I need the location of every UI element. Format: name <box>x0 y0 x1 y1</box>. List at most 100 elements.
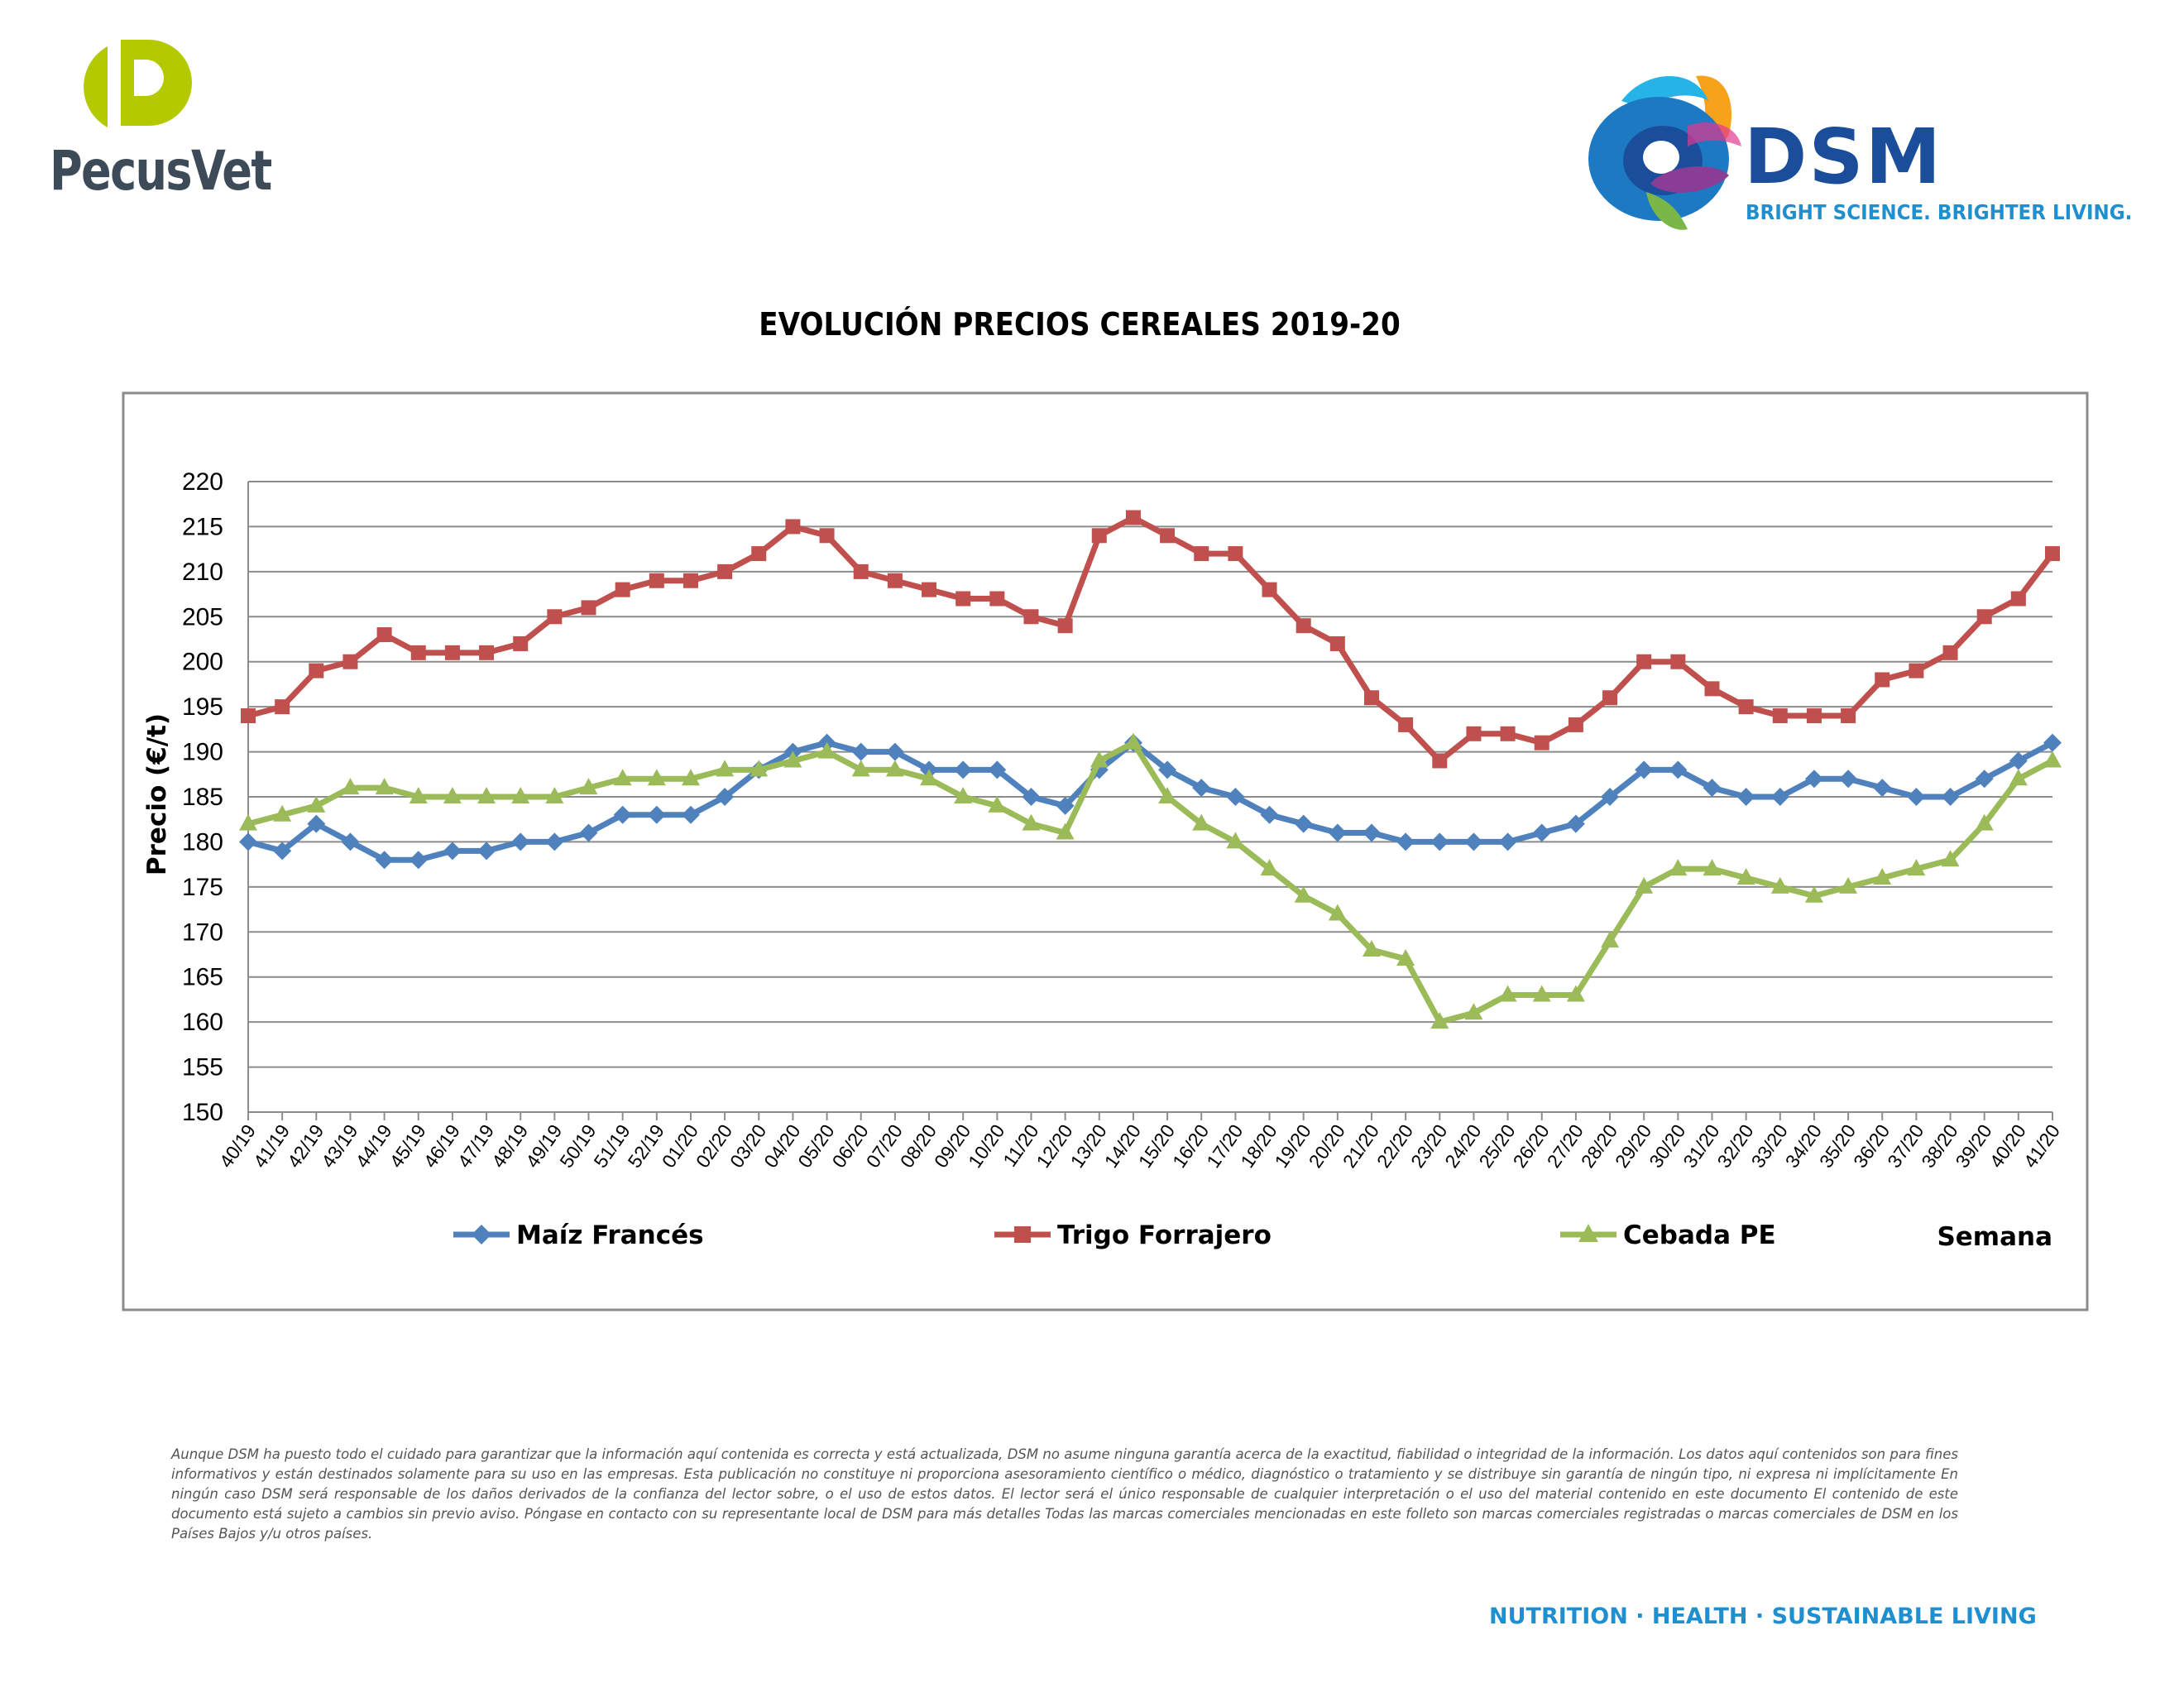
data-point <box>1909 663 1924 679</box>
legal-disclaimer: Aunque DSM ha puesto todo el cuidado par… <box>171 1446 1958 1542</box>
data-point <box>817 741 836 759</box>
data-point <box>1398 717 1414 732</box>
y-tick-label: 155 <box>182 1054 223 1081</box>
data-point <box>1158 760 1177 779</box>
data-point <box>681 769 700 786</box>
data-point <box>1194 546 1209 562</box>
data-point <box>511 787 530 803</box>
legend-label: Maíz Francés <box>516 1220 704 1250</box>
y-tick-label: 185 <box>182 784 223 811</box>
data-point <box>1362 940 1381 957</box>
data-point <box>1056 796 1075 815</box>
data-point <box>375 851 394 870</box>
data-point <box>1635 876 1654 894</box>
data-point <box>409 787 428 803</box>
data-point <box>1226 832 1245 849</box>
data-point <box>477 787 496 803</box>
data-point <box>1023 609 1039 625</box>
data-point <box>547 609 563 625</box>
data-point <box>682 573 698 588</box>
data-point <box>1091 528 1107 544</box>
data-point <box>751 546 767 562</box>
data-point <box>342 654 358 669</box>
data-point <box>1704 681 1720 697</box>
data-point <box>988 795 1007 813</box>
data-point <box>716 760 735 777</box>
y-tick-label: 215 <box>182 513 223 540</box>
data-point <box>1260 859 1279 876</box>
footer-slogan: NUTRITION · HEALTH · SUSTAINABLE LIVING <box>1489 1604 2037 1629</box>
data-point <box>1430 1012 1449 1029</box>
data-point <box>1873 867 1892 885</box>
data-point <box>785 519 801 535</box>
data-point <box>239 832 257 851</box>
pecusvet-logo <box>84 40 192 127</box>
data-point <box>1396 832 1415 851</box>
data-point <box>1566 814 1585 833</box>
data-point <box>989 591 1005 607</box>
data-point <box>1294 885 1313 903</box>
pecusvet-wordmark: PecusVet <box>50 139 272 203</box>
data-point <box>920 769 939 786</box>
data-point <box>1022 813 1041 831</box>
y-tick-label: 165 <box>182 964 223 991</box>
data-point <box>885 742 904 761</box>
data-point <box>409 851 428 870</box>
data-point <box>477 842 496 861</box>
data-point <box>615 582 630 597</box>
data-point <box>1432 753 1448 769</box>
data-point <box>579 823 598 842</box>
data-point <box>307 814 326 833</box>
data-point <box>444 645 460 660</box>
data-point <box>479 645 495 660</box>
data-point <box>988 760 1007 779</box>
data-point <box>1873 779 1892 798</box>
data-point <box>649 573 664 588</box>
data-point <box>1500 726 1516 741</box>
series-lines <box>239 510 2062 1029</box>
data-point <box>1975 770 1994 789</box>
data-point <box>1294 814 1313 833</box>
data-point <box>1839 876 1858 894</box>
data-point <box>472 1225 491 1244</box>
y-tick-label: 175 <box>182 874 223 901</box>
data-point <box>647 805 666 824</box>
data-point <box>443 842 462 861</box>
data-point <box>851 760 870 777</box>
data-point <box>1875 672 1890 688</box>
data-point <box>1669 859 1688 876</box>
data-point <box>1123 732 1142 750</box>
data-point <box>581 600 596 616</box>
y-tick-label: 220 <box>182 468 223 496</box>
data-point <box>956 591 971 607</box>
data-point <box>375 778 394 795</box>
data-point <box>273 804 292 822</box>
data-point <box>1534 735 1549 750</box>
data-point <box>1736 788 1755 806</box>
y-tick-label: 210 <box>182 559 223 586</box>
x-axis-label: Semana <box>1937 1222 2052 1252</box>
data-point <box>1125 510 1141 525</box>
y-tick-labels: 150 155 160 165 170 175 180 185 190 195 200 205 210 2… <box>182 468 223 1126</box>
data-point <box>545 787 564 803</box>
data-point <box>954 787 973 803</box>
data-point <box>275 699 290 715</box>
data-point <box>1941 788 1960 806</box>
data-point <box>1430 832 1449 851</box>
data-point <box>513 635 529 651</box>
legend-label: Cebada PE <box>1623 1220 1776 1250</box>
data-point <box>1738 699 1754 715</box>
data-point <box>443 787 462 803</box>
data-point <box>1839 770 1858 789</box>
y-tick-label: 195 <box>182 693 223 721</box>
data-point <box>750 760 769 777</box>
data-point <box>783 750 802 768</box>
data-point <box>1601 931 1620 948</box>
data-point <box>1262 582 1277 597</box>
y-tick-label: 170 <box>182 918 223 946</box>
data-point <box>1578 1224 1598 1242</box>
data-point <box>1703 779 1722 798</box>
y-tick-label: 200 <box>182 649 223 676</box>
data-point <box>1057 618 1073 634</box>
